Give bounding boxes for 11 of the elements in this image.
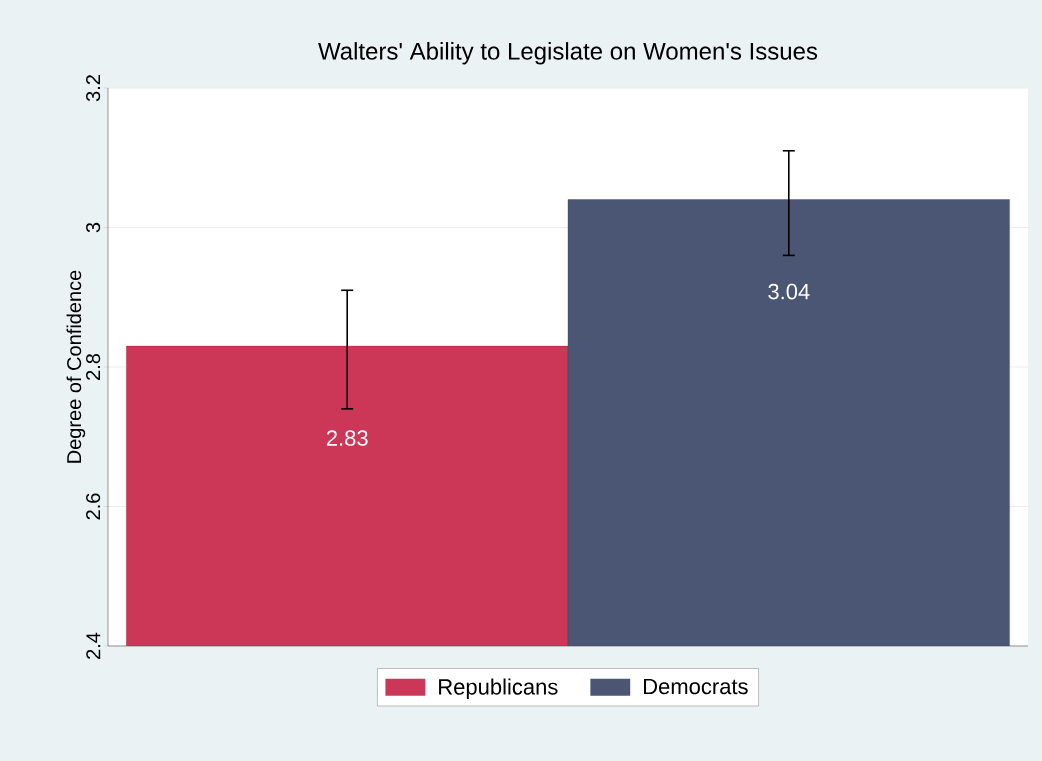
y-tick-label: 2.4 bbox=[86, 632, 101, 659]
y-tick-label: 3 bbox=[86, 222, 101, 233]
y-tick-label: 3.2 bbox=[86, 75, 101, 102]
legend-label: Democrats bbox=[644, 678, 748, 695]
legend-label: Republicans bbox=[439, 678, 558, 700]
y-axis-title: Degree of Confidence bbox=[66, 270, 86, 463]
y-tick-label: 2.8 bbox=[86, 353, 101, 380]
y-tick-label: 2.6 bbox=[86, 493, 101, 520]
data-label: 3.04 bbox=[768, 283, 810, 300]
chart-title: Walters' Ability to Legislate on Women's Issues bbox=[318, 42, 818, 65]
data-label: 2.83 bbox=[326, 430, 368, 446]
